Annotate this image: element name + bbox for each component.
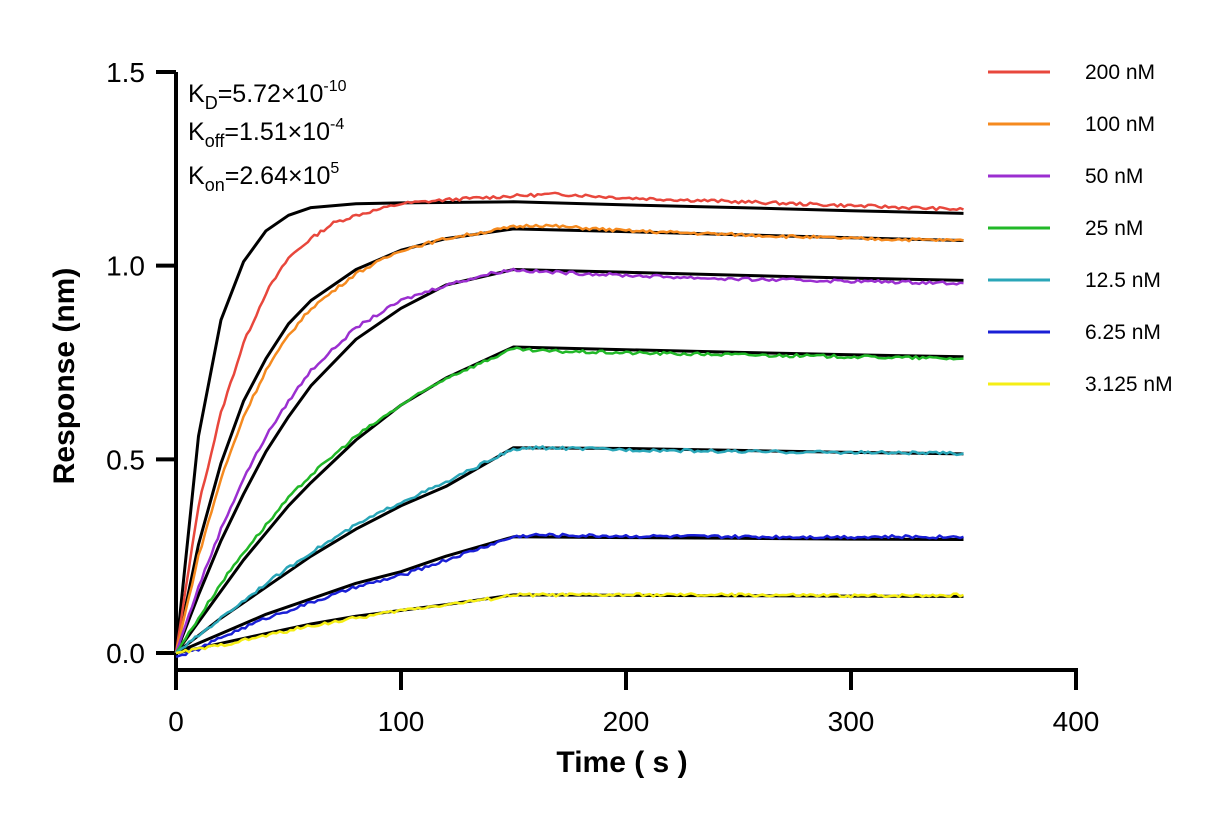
fit-line-50-nM [174, 268, 964, 654]
series-line-25-nM [174, 346, 964, 654]
legend: 200 nM 100 nM 50 nM 25 nM 12.5 nM 6.25 nM 3.12… [988, 61, 1173, 396]
y-tick-label: 0.5 [106, 444, 145, 475]
measured-curves [174, 191, 964, 659]
legend-label: 25 nM [1085, 217, 1143, 240]
series-line-200-nM [174, 191, 964, 654]
series-line-12-5-nM [175, 445, 964, 654]
legend-label: 200 nM [1085, 61, 1155, 84]
koff-value: Koff=1.51×10-4 [188, 116, 344, 151]
legend-label: 100 nM [1085, 113, 1155, 136]
x-tick-label: 0 [168, 706, 184, 737]
legend-label: 50 nM [1085, 165, 1143, 188]
x-axis-title: Time ( s ) [556, 746, 687, 779]
fit-curves [174, 200, 964, 655]
series-line-3-125-nM [175, 592, 964, 655]
fit-line-200-nM [174, 200, 964, 654]
kon-value: Kon=2.64×105 [188, 160, 339, 195]
x-tick-label: 100 [378, 706, 425, 737]
legend-label: 3.125 nM [1085, 373, 1173, 396]
series-line-100-nM [174, 223, 964, 654]
legend-label: 12.5 nM [1085, 269, 1161, 292]
legend-label: 6.25 nM [1085, 321, 1161, 344]
ticks: 0 100 200 300 400 0.0 0.5 1.0 1.5 [106, 57, 1099, 737]
y-tick-label: 1.5 [106, 57, 145, 88]
fit-line-25-nM [174, 345, 964, 654]
series-line-6-25-nM [175, 532, 964, 659]
y-axis-title: Response (nm) [48, 268, 81, 485]
fit-line-12-5-nM [175, 446, 964, 655]
y-tick-label: 1.0 [106, 251, 145, 282]
x-tick-label: 400 [1053, 706, 1100, 737]
y-tick-label: 0.0 [106, 638, 145, 669]
x-tick-label: 300 [828, 706, 875, 737]
fit-line-100-nM [174, 227, 964, 654]
series-line-50-nM [174, 267, 964, 654]
x-tick-label: 200 [603, 706, 650, 737]
kinetics-annotation: KD=5.72×10-10 Koff=1.51×10-4 Kon=2.64×10… [188, 78, 347, 195]
kd-value: KD=5.72×10-10 [188, 78, 347, 113]
